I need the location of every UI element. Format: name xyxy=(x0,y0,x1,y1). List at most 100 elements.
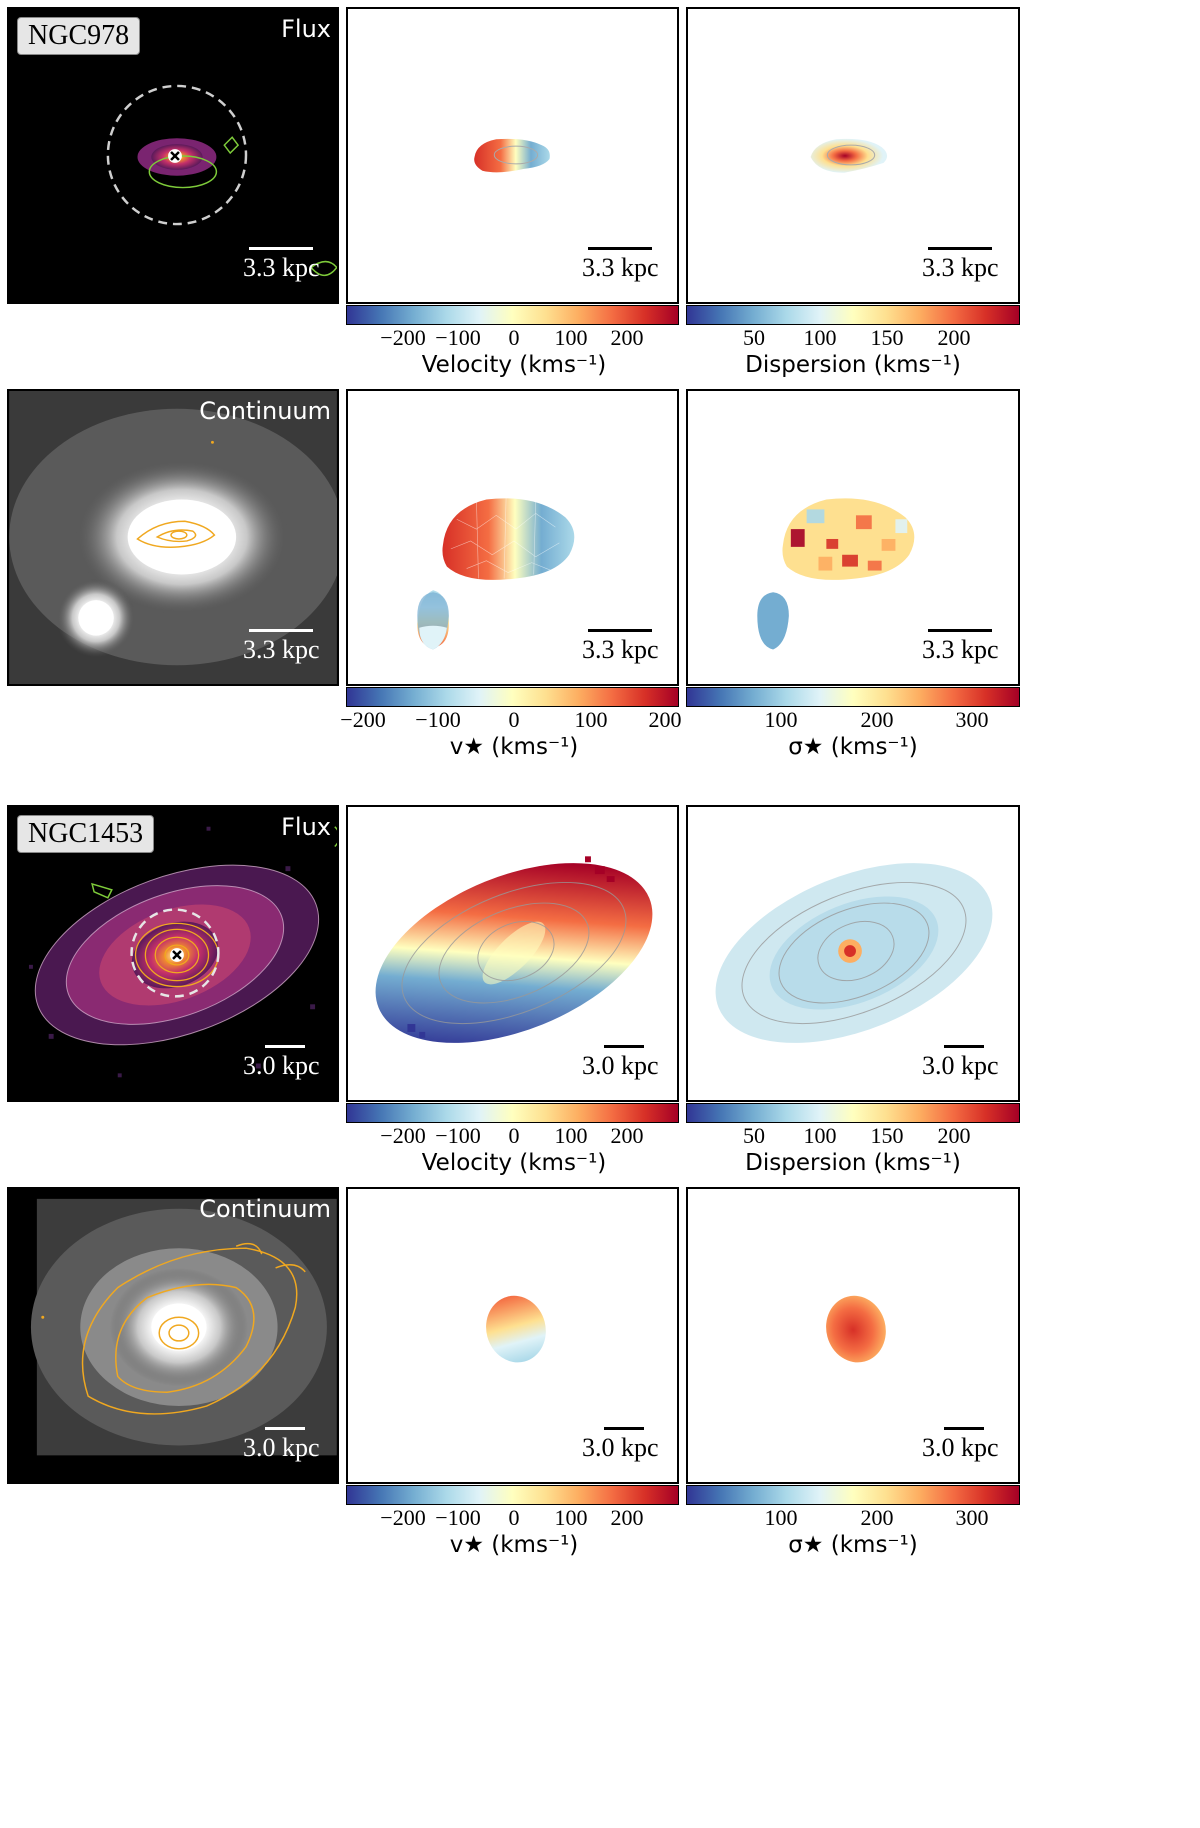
ngc1453-velocity-map xyxy=(375,856,653,1043)
aperture-circle xyxy=(130,908,220,998)
cb-tick-label: 100 xyxy=(764,1505,798,1530)
scalebar-line xyxy=(249,247,313,250)
ngc978-dispersion-map xyxy=(810,138,888,173)
cb-tick-label: 200 xyxy=(937,1123,971,1148)
ngc1453-velocity-panel: 3.0 kpc xyxy=(346,805,679,1102)
cb-tick-label: 200 xyxy=(860,707,894,732)
ngc1453-sigstar-panel: 3.0 kpc xyxy=(686,1187,1020,1484)
scalebar-line xyxy=(928,247,992,250)
ngc978-velocity-panel: 3.3 kpc xyxy=(346,7,679,304)
cb-tick-label: 0 xyxy=(508,1505,520,1530)
vstar-colorbar xyxy=(346,1485,679,1505)
sigstar-colorbar xyxy=(686,1485,1020,1505)
center-marker-icon xyxy=(170,948,184,962)
scalebar-label: 3.0 kpc xyxy=(582,1051,659,1080)
ngc978-continuum-panel: Continuum 3.3 kpc xyxy=(7,389,339,686)
cb-tick-label: 100 xyxy=(803,325,837,350)
dispersion-colorbar xyxy=(686,305,1020,325)
cb-title: v★ (kms⁻¹) xyxy=(449,734,579,760)
scalebar-label: 3.3 kpc xyxy=(582,635,659,664)
scalebar-label: 3.0 kpc xyxy=(922,1051,999,1080)
scalebar-label: 3.0 kpc xyxy=(243,1051,320,1080)
ngc1453-flux-panel: NGC1453 Flux 3.0 kpc xyxy=(7,805,339,1102)
scalebar-line xyxy=(249,629,313,632)
cb-tick-label: −100 xyxy=(415,707,461,732)
ngc978-vstar-panel: 3.3 kpc xyxy=(346,389,679,686)
scalebar-line xyxy=(588,247,652,250)
center-marker-icon xyxy=(168,149,182,163)
cb-title: Dispersion (kms⁻¹) xyxy=(745,352,961,378)
velocity-colorbar xyxy=(346,1103,679,1123)
ngc1453-sigstar-map xyxy=(826,1295,886,1363)
scalebar-label: 3.0 kpc xyxy=(243,1433,320,1462)
scalebar-line xyxy=(604,1427,644,1430)
scalebar-line xyxy=(928,629,992,632)
cb-tick-label: 100 xyxy=(554,1505,588,1530)
ngc978-vstar-map xyxy=(417,497,575,650)
continuum-label: Continuum xyxy=(199,397,331,425)
cb-tick-label: −200 xyxy=(340,707,386,732)
scalebar-label: 3.3 kpc xyxy=(243,253,320,282)
flux-label: Flux xyxy=(281,15,331,43)
ngc978-flux-map xyxy=(106,84,337,277)
scalebar-line xyxy=(265,1045,305,1048)
cb-tick-label: −200 xyxy=(380,1505,426,1530)
aperture-circle xyxy=(106,84,248,226)
cb-tick-label: 300 xyxy=(955,707,989,732)
cb-tick-label: 50 xyxy=(743,325,765,350)
ngc978-flux-panel: NGC978 Flux 3.3 kpc xyxy=(7,7,339,304)
scalebar-line xyxy=(588,629,652,632)
cb-tick-label: 150 xyxy=(870,325,904,350)
cb-tick-label: 100 xyxy=(554,325,588,350)
cb-title: σ★ (kms⁻¹) xyxy=(788,1532,918,1558)
sigstar-colorbar xyxy=(686,687,1020,707)
ngc1453-dispersion-map xyxy=(715,863,993,1043)
galaxy-name-tag: NGC978 xyxy=(17,17,141,55)
cb-title: Velocity (kms⁻¹) xyxy=(421,352,607,378)
ngc1453-continuum-panel: Continuum 3.0 kpc xyxy=(7,1187,339,1484)
flux-label: Flux xyxy=(281,813,331,841)
scalebar-line xyxy=(944,1045,984,1048)
cb-tick-label: 200 xyxy=(648,707,682,732)
ngc1453-vstar-map xyxy=(486,1295,546,1363)
continuum-label: Continuum xyxy=(199,1195,331,1223)
cb-tick-label: −100 xyxy=(435,1505,481,1530)
vstar-colorbar xyxy=(346,687,679,707)
ngc978-dispersion-panel: 3.3 kpc xyxy=(686,7,1020,304)
scalebar-label: 3.3 kpc xyxy=(922,253,999,282)
cb-tick-label: −100 xyxy=(435,1123,481,1148)
ngc1453-continuum-map xyxy=(9,1189,337,1482)
cb-tick-label: 100 xyxy=(574,707,608,732)
cb-tick-label: −200 xyxy=(380,325,426,350)
cb-title: v★ (kms⁻¹) xyxy=(449,1532,579,1558)
ngc1453-vstar-panel: 3.0 kpc xyxy=(346,1187,679,1484)
scalebar-label: 3.3 kpc xyxy=(582,253,659,282)
cb-tick-label: −200 xyxy=(380,1123,426,1148)
scalebar-line xyxy=(604,1045,644,1048)
ngc978-continuum-map xyxy=(9,391,337,684)
scalebar-label: 3.3 kpc xyxy=(243,635,320,664)
cb-tick-label: 200 xyxy=(610,1505,644,1530)
cb-title: σ★ (kms⁻¹) xyxy=(788,734,918,760)
cb-tick-label: 0 xyxy=(508,707,520,732)
cb-tick-label: 0 xyxy=(508,325,520,350)
cb-title: Dispersion (kms⁻¹) xyxy=(745,1150,961,1176)
cb-tick-label: 200 xyxy=(860,1505,894,1530)
cb-tick-label: 150 xyxy=(870,1123,904,1148)
cb-tick-label: 100 xyxy=(803,1123,837,1148)
scalebar-label: 3.0 kpc xyxy=(922,1433,999,1462)
ngc1453-dispersion-panel: 3.0 kpc xyxy=(686,805,1020,1102)
cb-title: Velocity (kms⁻¹) xyxy=(421,1150,607,1176)
cb-tick-label: 100 xyxy=(554,1123,588,1148)
cb-tick-label: 0 xyxy=(508,1123,520,1148)
ngc978-sigstar-map xyxy=(757,498,915,650)
cb-tick-label: 300 xyxy=(955,1505,989,1530)
scalebar-label: 3.0 kpc xyxy=(582,1433,659,1462)
dispersion-colorbar xyxy=(686,1103,1020,1123)
cb-tick-label: 200 xyxy=(937,325,971,350)
ngc978-sigstar-panel: 3.3 kpc xyxy=(686,389,1020,686)
cb-tick-label: 100 xyxy=(764,707,798,732)
cb-tick-label: 200 xyxy=(610,1123,644,1148)
galaxy-name-tag: NGC1453 xyxy=(17,815,155,853)
scalebar-line xyxy=(944,1427,984,1430)
